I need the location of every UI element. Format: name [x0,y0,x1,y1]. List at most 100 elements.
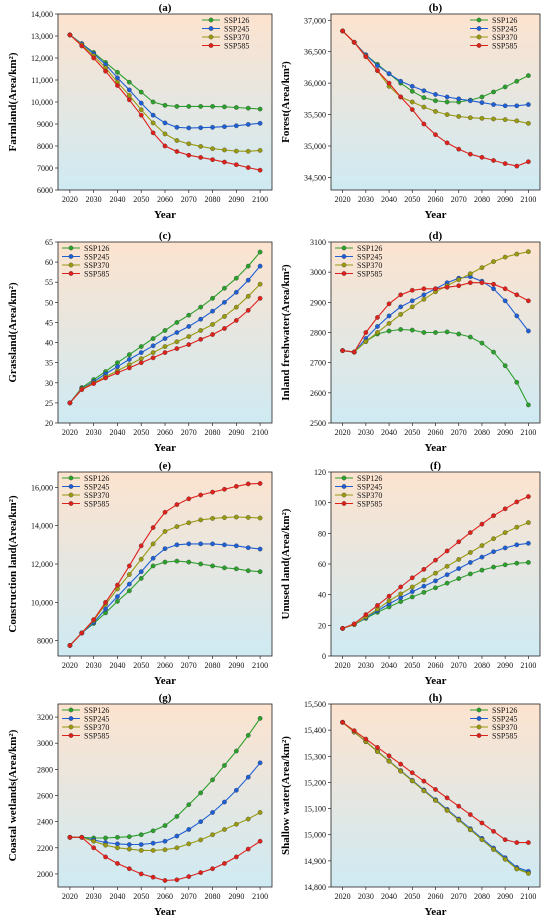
data-point-ssp585 [79,43,85,49]
data-point-ssp370 [233,148,239,154]
data-point-ssp245 [398,78,404,84]
data-point-ssp370 [433,109,438,114]
data-point-ssp585 [479,154,485,160]
data-point-ssp245 [210,541,215,547]
data-point-ssp585 [115,370,120,376]
data-point-ssp126 [174,558,180,564]
y-tick-label: 15,300 [304,752,326,761]
data-point-ssp126 [162,102,168,108]
legend-swatch-marker [68,501,74,506]
data-point-ssp370 [409,99,415,105]
data-point-ssp585 [126,97,132,103]
y-axis-label: Inland freshwater(Area/km²) [280,264,292,401]
data-point-ssp126 [479,340,485,346]
data-point-ssp585 [138,360,144,366]
data-point-ssp585 [409,770,415,776]
data-point-ssp245 [162,546,168,552]
data-point-ssp126 [198,104,204,109]
data-point-ssp585 [340,626,345,631]
x-tick-label: 2080 [474,661,490,670]
data-point-ssp126 [245,263,251,269]
legend-entry: SSP585 [84,732,109,741]
data-point-ssp370 [186,841,192,847]
y-tick-label: 35,500 [304,111,326,120]
x-tick-label: 2050 [133,892,149,901]
data-point-ssp245 [467,98,473,104]
legend-entry: SSP370 [224,33,249,42]
data-point-ssp126 [409,594,415,600]
x-tick-label: 2070 [451,195,467,204]
x-tick-label: 2070 [181,428,197,437]
y-tick-label: 36,500 [304,48,326,57]
y-tick-label: 2600 [310,389,326,398]
y-tick-label: 40 [45,339,53,348]
data-point-ssp370 [386,758,392,764]
x-tick-label: 2080 [474,195,490,204]
data-point-ssp126 [421,590,427,595]
data-point-ssp585 [409,287,415,293]
data-point-ssp585 [491,828,496,834]
x-tick-label: 2020 [335,892,351,901]
data-point-ssp585 [115,861,120,866]
data-point-ssp245 [115,75,120,81]
data-point-ssp245 [502,298,508,304]
data-point-ssp370 [150,350,156,355]
data-point-ssp245 [186,541,192,547]
data-point-ssp585 [198,492,204,498]
data-point-ssp585 [433,286,438,292]
data-point-ssp585 [467,812,473,817]
y-tick-label: 37,000 [304,16,326,25]
x-tick-label: 2090 [228,661,244,670]
data-point-ssp126 [233,105,239,110]
x-tick-label: 2030 [358,892,374,901]
data-point-ssp370 [162,131,168,137]
data-point-ssp370 [198,517,204,523]
data-point-ssp126 [491,564,496,570]
legend-entry: SSP245 [492,715,517,724]
data-point-ssp370 [433,570,438,576]
legend-entry: SSP370 [357,491,382,500]
data-point-ssp370 [138,107,144,113]
data-point-ssp370 [491,116,496,122]
data-point-ssp126 [245,105,251,111]
data-point-ssp245 [222,124,227,129]
data-point-ssp585 [351,728,357,734]
data-point-ssp126 [444,329,450,335]
data-point-ssp585 [444,284,450,290]
data-point-ssp370 [444,808,450,813]
data-point-ssp585 [162,143,168,149]
y-axis-label: Construction land(Area/km²) [7,495,19,633]
data-point-ssp126 [126,352,132,357]
data-point-ssp370 [421,296,427,302]
legend-entry: SSP126 [84,244,109,253]
x-tick-label: 2070 [181,661,197,670]
data-point-ssp370 [162,847,168,853]
y-tick-label: 80 [318,529,326,538]
data-point-ssp585 [91,845,97,851]
y-tick-label: 50 [45,298,53,307]
data-point-ssp585 [433,787,438,792]
data-point-ssp370 [479,543,485,548]
data-point-ssp370 [386,598,392,604]
y-tick-label: 45 [45,318,53,327]
data-point-ssp245 [479,100,485,105]
data-point-ssp126 [174,104,180,109]
plot-background [58,14,272,190]
y-tick-label: 30 [45,379,53,388]
legend-entry: SSP245 [224,25,249,34]
data-point-ssp370 [174,845,180,851]
data-point-ssp126 [198,561,204,567]
data-point-ssp126 [186,559,192,565]
y-axis-label: Grassland(Area/km²) [7,282,19,383]
data-point-ssp245 [257,760,263,766]
legend-entry: SSP245 [84,483,109,492]
data-point-ssp585 [210,866,215,872]
y-tick-label: 7000 [37,164,53,173]
data-point-ssp370 [126,572,132,577]
x-tick-label: 2090 [228,428,244,437]
x-tick-label: 2070 [451,661,467,670]
data-point-ssp370 [502,530,508,535]
y-tick-label: 15,200 [304,778,326,787]
data-point-ssp245 [115,594,120,599]
legend-swatch-marker [341,475,347,481]
